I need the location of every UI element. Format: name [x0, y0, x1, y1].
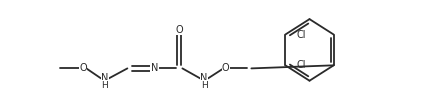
Text: Cl: Cl [296, 60, 306, 70]
Text: N: N [101, 73, 109, 83]
Text: Cl: Cl [296, 29, 306, 40]
Text: N: N [200, 73, 208, 83]
Text: N: N [151, 63, 158, 73]
Text: H: H [101, 81, 108, 90]
Text: O: O [80, 63, 87, 73]
Text: O: O [175, 25, 183, 35]
Text: H: H [201, 81, 207, 90]
Text: O: O [222, 63, 230, 73]
